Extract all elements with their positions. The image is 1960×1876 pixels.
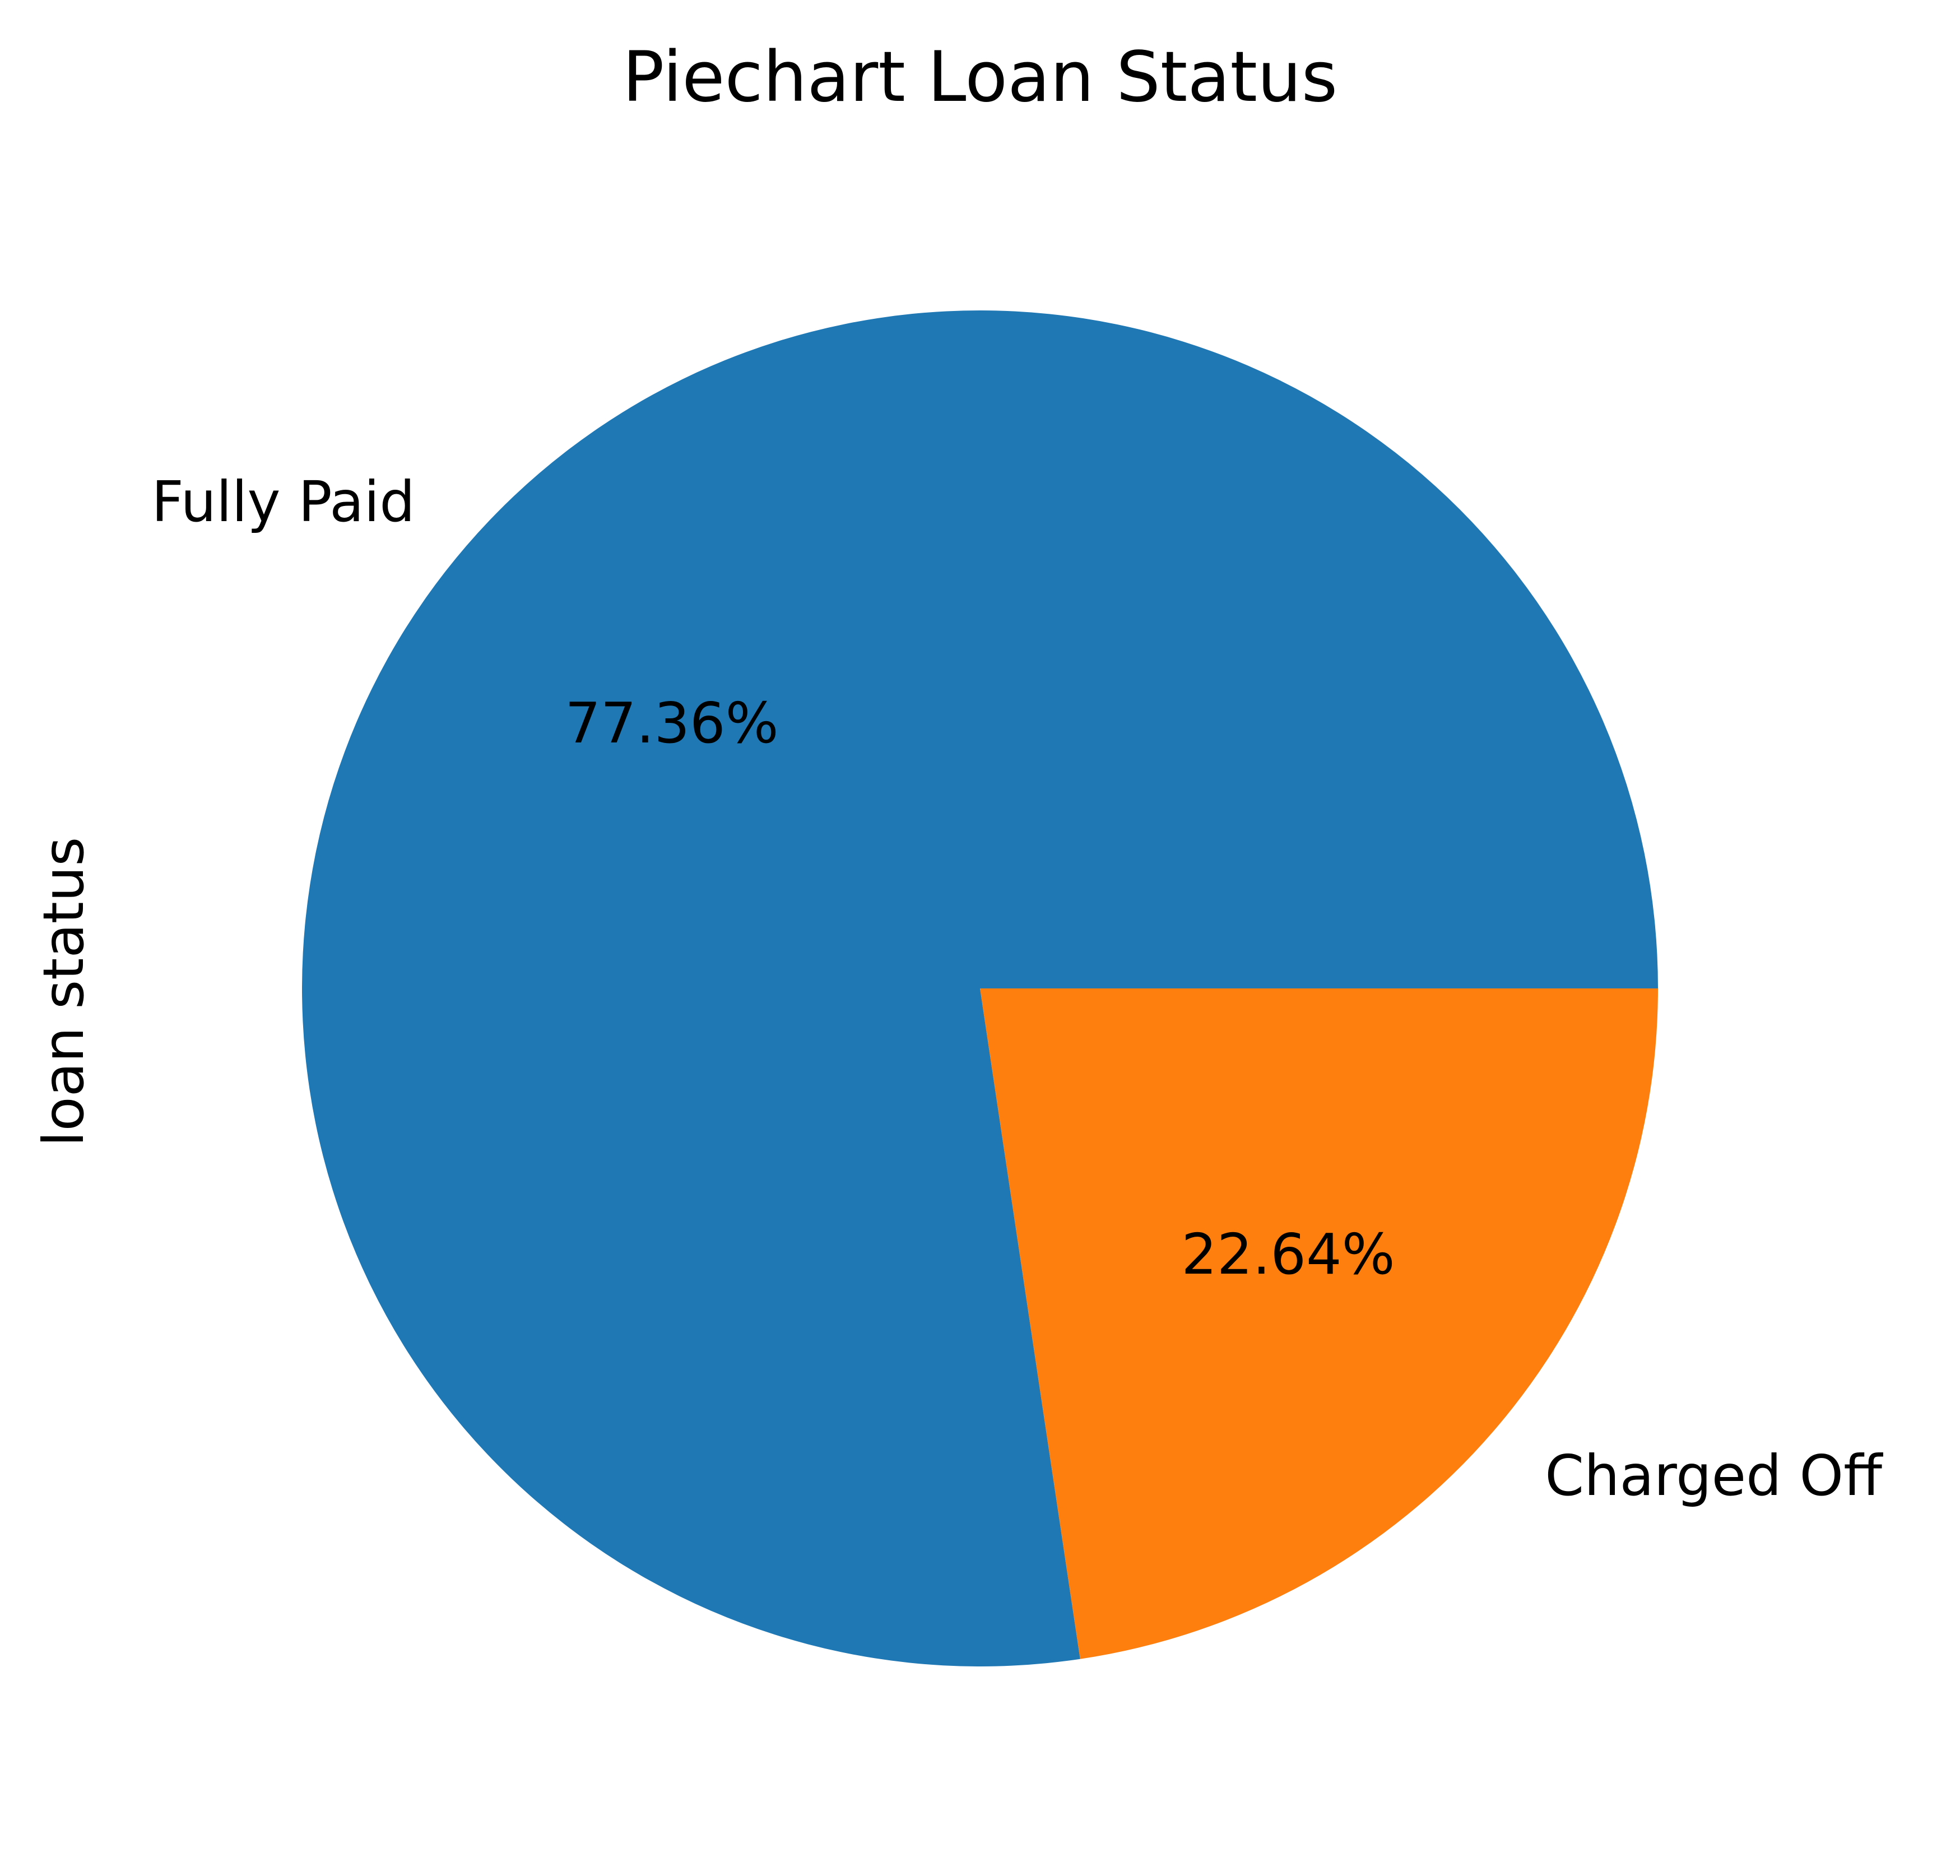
pie-slices (302, 310, 1659, 1666)
pie-slice-label-charged-off: Charged Off (1545, 1443, 1883, 1508)
pie-percent-label-charged-off: 22.64% (1181, 1222, 1395, 1287)
pie-slice-charged-off (980, 988, 1658, 1659)
pie-slice-labels: Fully Paid Charged Off (151, 469, 1883, 1508)
chart-title: Piechart Loan Status (623, 37, 1337, 118)
pie-slice-label-fully-paid: Fully Paid (151, 469, 415, 535)
y-axis-label: loan status (31, 837, 96, 1147)
pie-percent-labels: 77.36% 22.64% (565, 690, 1395, 1287)
pie-percent-label-fully-paid: 77.36% (565, 690, 778, 756)
